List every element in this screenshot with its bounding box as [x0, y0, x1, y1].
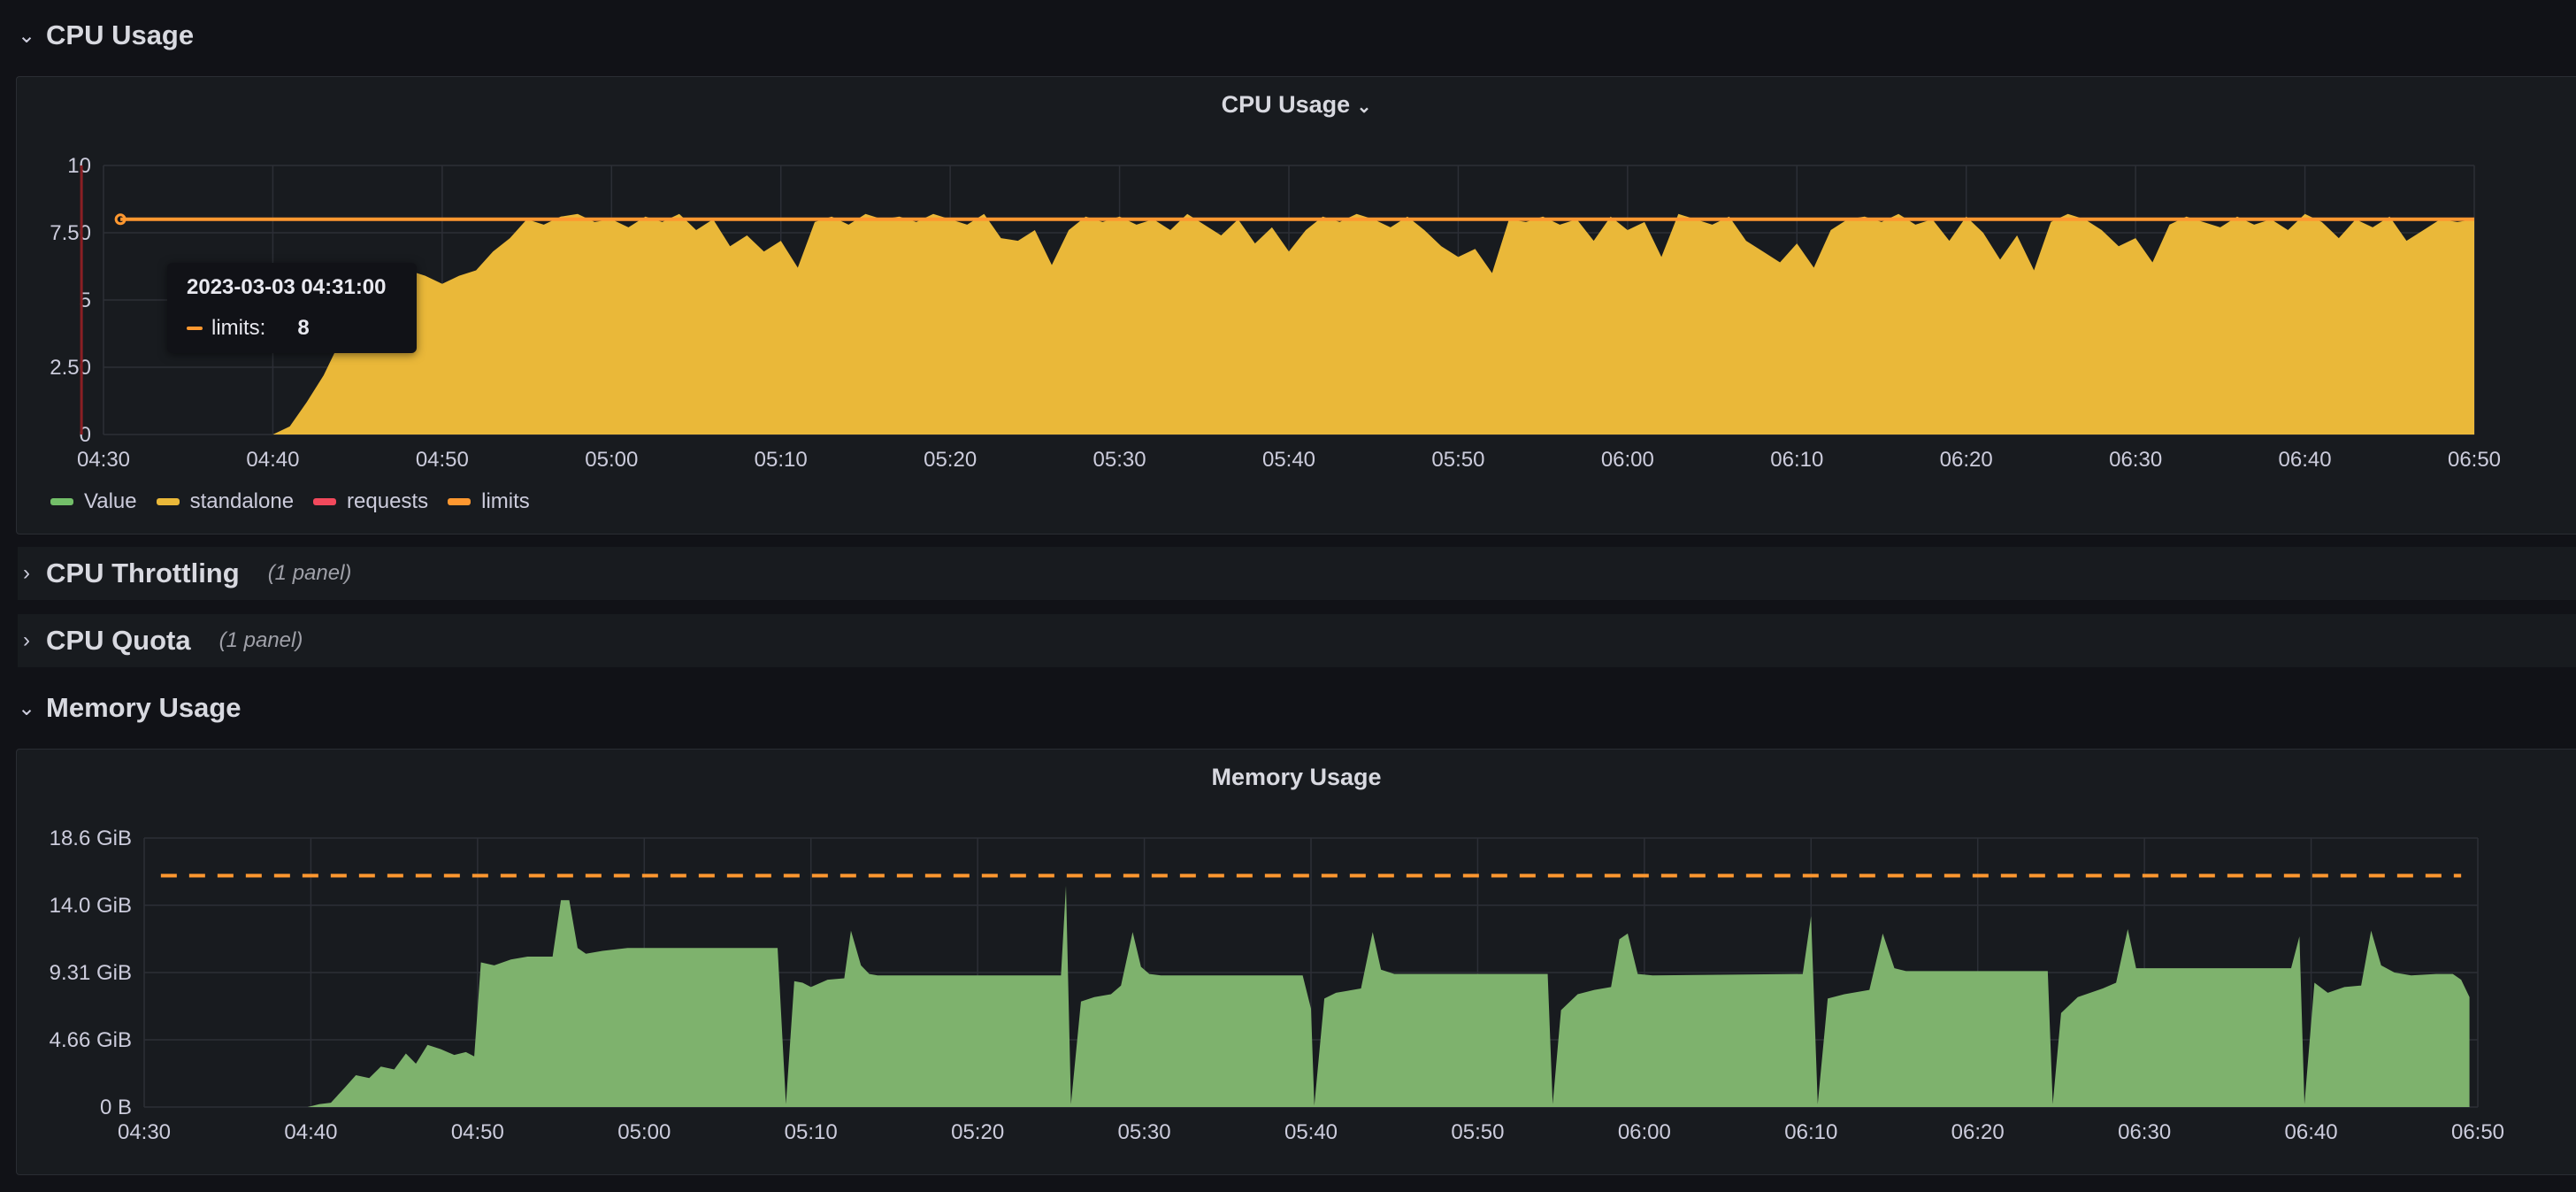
legend-item-value[interactable]: Value — [50, 489, 137, 514]
x-tick-label: 04:50 — [451, 1120, 504, 1144]
legend-item-limits[interactable]: limits — [448, 489, 530, 514]
x-tick-label: 05:40 — [1262, 448, 1315, 472]
row-title: CPU Quota — [46, 625, 191, 656]
x-tick-label: 06:30 — [2118, 1120, 2171, 1144]
legend-item-requests[interactable]: requests — [313, 489, 428, 514]
tooltip-swatch — [187, 327, 203, 330]
x-tick-label: 05:20 — [951, 1120, 1004, 1144]
x-tick-label: 06:20 — [1940, 448, 1993, 472]
x-tick-label: 06:50 — [2451, 1120, 2504, 1144]
chart-tooltip: 2023-03-03 04:31:00 limits: 8 — [167, 263, 417, 353]
chevron-down-icon: ⌄ — [1356, 97, 1372, 117]
tooltip-row: limits: 8 — [187, 316, 397, 341]
row-cpu-throttling[interactable]: › CPU Throttling (1 panel) — [18, 547, 2576, 600]
chevron-right-icon: › — [23, 561, 30, 585]
series-standalone-area — [272, 213, 2475, 435]
x-tick-label: 04:30 — [77, 448, 130, 472]
chevron-down-icon: ⌄ — [18, 23, 36, 48]
x-tick-label: 06:10 — [1784, 1120, 1837, 1144]
row-panel-count: (1 panel) — [218, 628, 303, 652]
x-tick-label: 06:00 — [1618, 1120, 1671, 1144]
x-tick-label: 05:10 — [785, 1120, 838, 1144]
row-title: Memory Usage — [46, 692, 242, 723]
x-tick-label: 05:30 — [1118, 1120, 1171, 1144]
row-panel-count: (1 panel) — [267, 561, 352, 585]
x-tick-label: 05:30 — [1093, 448, 1146, 472]
x-tick-label: 04:50 — [416, 448, 469, 472]
x-tick-label: 05:10 — [755, 448, 808, 472]
memory-usage-panel: Memory Usage 04:30 04:40 04:50 05:00 05:10 05… — [16, 749, 2576, 1175]
legend-item-standalone[interactable]: standalone — [156, 489, 294, 514]
tooltip-time: 2023-03-03 04:31:00 — [187, 275, 387, 299]
row-title: CPU Throttling — [46, 558, 240, 588]
chevron-down-icon: ⌄ — [18, 696, 36, 720]
legend-swatch — [156, 498, 180, 505]
x-tick-label: 05:00 — [617, 1120, 671, 1144]
series-value-area — [307, 885, 2470, 1107]
x-tick-label: 06:30 — [2109, 448, 2162, 472]
y-tick-label: 4.66 GiB — [50, 1028, 132, 1052]
y-tick-label: 2.50 — [50, 356, 91, 380]
x-tick-label: 05:00 — [585, 448, 638, 472]
x-tick-label: 06:40 — [2285, 1120, 2338, 1144]
x-tick-label: 05:20 — [924, 448, 977, 472]
panel-title[interactable]: Memory Usage — [1211, 764, 1382, 790]
legend-swatch — [50, 498, 73, 505]
x-tick-label: 05:50 — [1451, 1120, 1504, 1144]
y-tick-label: 0 B — [100, 1096, 132, 1119]
panel-title[interactable]: CPU Usage ⌄ — [1221, 91, 1372, 118]
tooltip-series: limits: — [211, 316, 266, 340]
row-title: CPU Usage — [46, 19, 195, 50]
y-tick-label: 18.6 GiB — [50, 827, 132, 850]
cpu-usage-panel: CPU Usage ⌄ 04:30 04:40 04:50 05:00 05:10 05:… — [16, 76, 2576, 534]
chevron-right-icon: › — [23, 628, 30, 652]
row-cpu-usage[interactable]: ⌄ CPU Usage — [18, 9, 2576, 62]
y-tick-label: 7.50 — [50, 221, 91, 245]
y-tick-label: 14.0 GiB — [50, 894, 132, 918]
x-tick-label: 06:40 — [2279, 448, 2332, 472]
x-tick-label: 05:50 — [1431, 448, 1484, 472]
legend-swatch — [313, 498, 337, 505]
x-tick-label: 05:40 — [1284, 1120, 1338, 1144]
cpu-usage-chart[interactable]: 04:30 04:40 04:50 05:00 05:10 05:20 05:30 05:40… — [17, 130, 2576, 519]
x-tick-label: 06:50 — [2448, 448, 2501, 472]
memory-usage-chart[interactable]: 04:30 04:40 04:50 05:00 05:10 05:20 05:30 05:40… — [17, 803, 2576, 1192]
y-tick-label: 10 — [67, 154, 91, 178]
x-tick-label: 04:30 — [118, 1120, 171, 1144]
x-tick-label: 06:10 — [1770, 448, 1823, 472]
row-memory-usage[interactable]: ⌄ Memory Usage — [18, 681, 2576, 734]
x-tick-label: 04:40 — [246, 448, 299, 472]
x-tick-label: 06:00 — [1601, 448, 1654, 472]
hover-point — [114, 213, 126, 226]
x-tick-label: 04:40 — [284, 1120, 337, 1144]
y-tick-label: 9.31 GiB — [50, 961, 132, 985]
row-cpu-quota[interactable]: › CPU Quota (1 panel) — [18, 614, 2576, 667]
chart-legend: Value standalone requests limits — [50, 489, 530, 514]
x-tick-label: 06:20 — [1951, 1120, 2005, 1144]
tooltip-value: 8 — [297, 316, 310, 340]
legend-swatch — [448, 498, 472, 505]
